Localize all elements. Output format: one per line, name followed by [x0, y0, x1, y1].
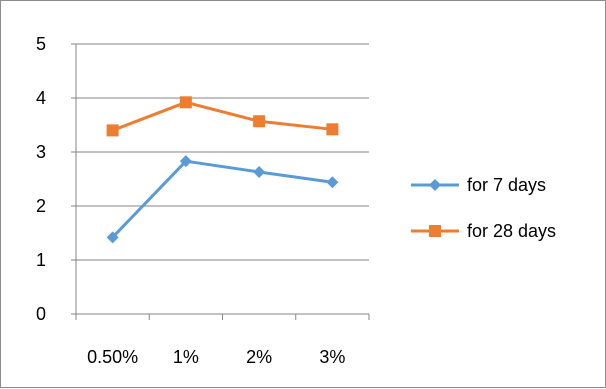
x-tick-label: 3% — [319, 347, 345, 367]
y-tick-label: 1 — [36, 250, 46, 270]
legend-label: for 7 days — [467, 175, 546, 195]
y-tick-label: 3 — [36, 142, 46, 162]
data-point — [326, 123, 339, 136]
data-point — [326, 176, 339, 189]
legend-label: for 28 days — [467, 221, 556, 241]
legend-item-2: for 28 days — [411, 221, 556, 241]
x-tick-label: 2% — [246, 347, 272, 367]
data-point — [179, 96, 192, 109]
legend-item-1: for 7 days — [411, 175, 546, 195]
series-2 — [106, 96, 339, 137]
y-tick-label: 5 — [36, 34, 46, 54]
y-tick-label: 0 — [36, 304, 46, 324]
axes — [71, 43, 370, 320]
series-group — [106, 96, 339, 244]
legend-marker — [429, 179, 441, 191]
series-line — [112, 100, 333, 132]
data-point — [106, 231, 119, 244]
series-1 — [106, 155, 339, 244]
gridlines — [76, 43, 369, 261]
y-tick-labels: 0 1 2 3 4 5 — [36, 34, 46, 324]
legend-marker — [429, 225, 441, 237]
x-tick-label: 1% — [173, 347, 199, 367]
data-point — [253, 165, 266, 178]
x-tick-labels: 0.50% 1% 2% 3% — [87, 347, 345, 367]
y-tick-label: 4 — [36, 88, 46, 108]
y-tick-label: 2 — [36, 196, 46, 216]
series-line — [111, 159, 333, 239]
data-point — [253, 115, 266, 128]
x-tick-label: 0.50% — [87, 347, 138, 367]
legend: for 7 days for 28 days — [411, 175, 556, 241]
data-point — [106, 124, 119, 137]
data-point — [179, 155, 192, 168]
